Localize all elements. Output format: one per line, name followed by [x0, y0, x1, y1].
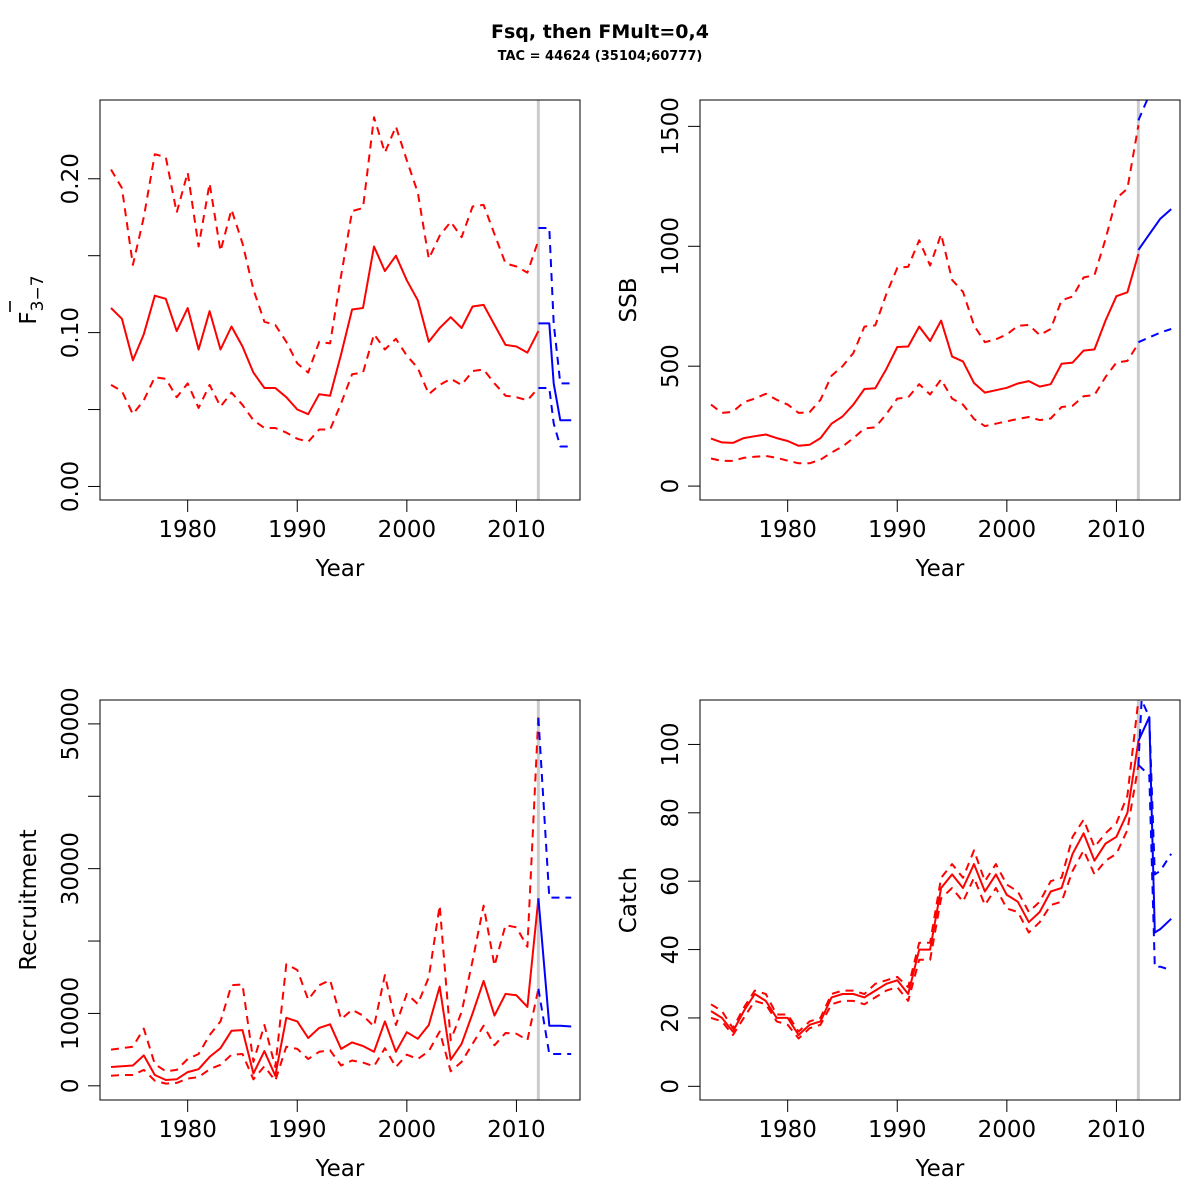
recruitment-y-tick-label: 10000 — [58, 977, 84, 1050]
recruitment-plot-frame — [99, 699, 581, 1101]
catch-forecast-lower-line — [1137, 764, 1172, 972]
catch-x-tick-label: 2000 — [978, 1117, 1037, 1143]
catch-x-axis-label: Year — [915, 1156, 965, 1182]
ssb-plot-frame — [699, 99, 1181, 501]
fbar-panel: 1980 1990 2000 2010 0.00 0.10 0.20 Year F3−7 — [9, 99, 581, 582]
catch-historic-upper-line — [710, 700, 1140, 1033]
ssb-x-tick-label: 2000 — [978, 517, 1037, 543]
ssb-y-tick-label: 500 — [658, 344, 684, 388]
catch-y-tick-label: 100 — [658, 722, 684, 766]
fbar-y-tick-label: 0.10 — [58, 307, 84, 358]
recruitment-forecast-lower-line — [537, 988, 572, 1055]
recruitment-historic-central-line — [110, 898, 540, 1081]
recruitment-x-tick-label: 2000 — [378, 1117, 437, 1143]
fbar-y-tick-label: 0.20 — [58, 153, 84, 204]
fbar-plot-frame — [99, 99, 581, 501]
ssb-x-tick-label: 1990 — [868, 517, 927, 543]
recruitment-x-tick-label: 2010 — [487, 1117, 546, 1143]
fbar-forecast-upper-line — [538, 227, 572, 385]
catch-x-tick-label: 1990 — [868, 1117, 927, 1143]
ssb-x-axis-label: Year — [915, 556, 965, 582]
fbar-y-tick-label: 0.00 — [58, 461, 84, 512]
catch-y-tick-label: 80 — [658, 798, 684, 827]
catch-y-tick-label: 0 — [658, 1079, 684, 1094]
ssb-y-axis-label: SSB — [616, 278, 642, 323]
fbar-historic-central-line — [110, 245, 540, 416]
ssb-forecast-lower-line — [1137, 328, 1172, 344]
fbar-x-tick-label: 1980 — [158, 517, 217, 543]
fbar-x-axis-label: Year — [315, 556, 365, 582]
recruitment-y-tick-label: 30000 — [58, 832, 84, 905]
fbar-x-tick-label: 1990 — [268, 517, 327, 543]
ssb-panel: 1980 1990 2000 2010 0 500 1000 1500 Year SSB — [616, 97, 1181, 582]
fbar-forecast-central-line — [538, 322, 572, 422]
ssb-historic-upper-line — [710, 125, 1140, 414]
catch-y-tick-label: 60 — [658, 867, 684, 896]
recruitment-y-tick-label: 50000 — [58, 687, 84, 760]
ssb-y-tick-label: 1500 — [658, 97, 684, 156]
recruitment-x-tick-label: 1980 — [158, 1117, 217, 1143]
ssb-x-tick-label: 2010 — [1087, 517, 1146, 543]
ssb-historic-lower-line — [710, 342, 1140, 465]
catch-y-axis-label: Catch — [616, 867, 642, 933]
recruitment-forecast-central-line — [537, 898, 572, 1028]
fbar-x-tick-label: 2000 — [378, 517, 437, 543]
recruitment-panel: 1980 1990 2000 2010 0 10000 30000 50000 Year Recr… — [16, 687, 581, 1182]
ssb-historic-central-line — [710, 253, 1140, 447]
fbar-historic-upper-line — [110, 116, 540, 374]
catch-panel: 1980 1990 2000 2010 0 20 40 60 80 100 Year Catch — [616, 699, 1181, 1182]
ssb-forecast-upper-line — [1137, 100, 1149, 121]
fbar-forecast-lower-line — [538, 387, 572, 448]
ssb-x-tick-label: 1980 — [758, 517, 817, 543]
figure-title: Fsq, then FMult=0,4 — [491, 21, 709, 43]
ssb-y-tick-label: 0 — [658, 479, 684, 494]
catch-x-tick-label: 2010 — [1087, 1117, 1146, 1143]
catch-forecast-central-line — [1137, 716, 1172, 934]
catch-y-tick-label: 40 — [658, 935, 684, 964]
fbar-historic-lower-line — [110, 333, 540, 443]
recruitment-forecast-upper-line — [537, 718, 572, 899]
recruitment-historic-lower-line — [110, 988, 540, 1085]
ssb-y-tick-label: 1000 — [658, 217, 684, 276]
catch-historic-lower-line — [710, 764, 1140, 1040]
catch-plot-frame — [699, 699, 1181, 1101]
recruitment-x-tick-label: 1990 — [268, 1117, 327, 1143]
ssb-forecast-central-line — [1137, 208, 1172, 251]
fbar-y-axis-label-sub: 3−7 — [28, 275, 48, 311]
recruitment-x-axis-label: Year — [315, 1156, 365, 1182]
catch-historic-central-line — [710, 740, 1140, 1036]
recruitment-y-tick-label: 0 — [58, 1078, 84, 1093]
figure-subtitle: TAC = 44624 (35104;60777) — [498, 49, 703, 64]
catch-y-tick-label: 20 — [658, 1003, 684, 1032]
recruitment-y-axis-label: Recruitment — [16, 829, 42, 970]
fbar-x-tick-label: 2010 — [487, 517, 546, 543]
catch-x-tick-label: 1980 — [758, 1117, 817, 1143]
fbar-y-axis-label: F3−7 — [16, 275, 48, 324]
recruitment-historic-upper-line — [110, 715, 540, 1073]
catch-forecast-upper-line — [1137, 700, 1173, 876]
fbar-y-axis-label-main: F — [16, 311, 42, 324]
